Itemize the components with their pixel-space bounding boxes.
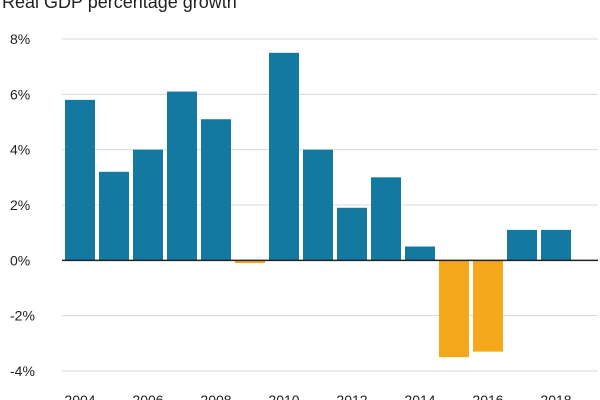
bar-2018 <box>541 229 571 261</box>
bar-2004 <box>65 99 95 261</box>
x-tick-label: 2016 <box>472 392 503 400</box>
x-tick-label: 2018 <box>540 392 571 400</box>
bar-2007 <box>167 91 197 261</box>
bars <box>65 52 571 358</box>
x-axis-tick-labels: 2004 2006 2008 2010 2012 2014 2016 2018 <box>64 392 571 400</box>
bar-2015 <box>439 260 469 358</box>
y-axis-tick-labels: 8% 6% 4% 2% 0% -2% -4% <box>10 31 35 379</box>
y-tick-label: 0% <box>10 252 30 268</box>
bar-2008 <box>201 119 231 261</box>
x-tick-label: 2012 <box>336 392 367 400</box>
bar-2016 <box>473 260 503 352</box>
y-tick-label: -4% <box>10 363 35 379</box>
x-tick-label: 2004 <box>64 392 95 400</box>
y-tick-label: 4% <box>10 142 30 158</box>
bar-2013 <box>371 177 401 261</box>
bar-2014 <box>405 246 435 261</box>
x-tick-label: 2014 <box>404 392 435 400</box>
bar-2017 <box>507 229 537 261</box>
y-tick-label: -2% <box>10 308 35 324</box>
y-tick-label: 2% <box>10 197 30 213</box>
x-tick-label: 2008 <box>200 392 231 400</box>
chart-title: Real GDP percentage growth <box>2 0 237 12</box>
bar-2006 <box>133 149 163 261</box>
bar-2005 <box>99 171 129 261</box>
bar-2012 <box>337 207 367 261</box>
y-tick-label: 8% <box>10 31 30 47</box>
bar-2011 <box>303 149 333 261</box>
y-tick-label: 6% <box>10 86 30 102</box>
bar-2010 <box>269 52 299 261</box>
bar-2009 <box>235 260 265 264</box>
x-tick-label: 2006 <box>132 392 163 400</box>
x-tick-label: 2010 <box>268 392 299 400</box>
